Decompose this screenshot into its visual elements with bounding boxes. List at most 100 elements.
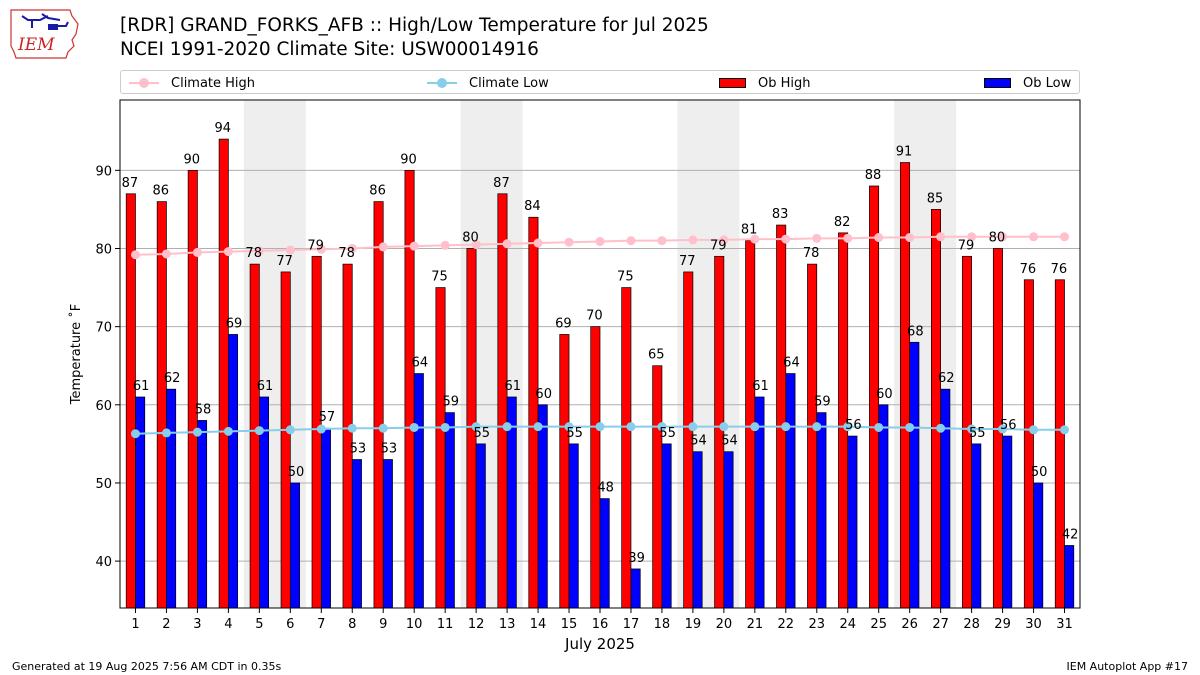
x-tick-label: 19: [685, 617, 702, 632]
climate-low-point: [657, 422, 667, 432]
climate-low-point: [502, 422, 512, 432]
x-tick-label: 4: [224, 617, 232, 632]
ob-high-value-label: 78: [338, 246, 355, 261]
x-tick-label: 28: [963, 617, 980, 632]
ob-high-value-label: 78: [803, 246, 820, 261]
climate-high-point: [471, 240, 481, 250]
ob-high-bar: [590, 326, 601, 609]
climate-high-point: [626, 236, 636, 246]
ob-high-bar: [404, 169, 415, 609]
climate-low-point: [998, 424, 1008, 434]
ob-low-value-label: 55: [566, 426, 583, 441]
legend-item-climate-low: Climate Low: [427, 74, 549, 92]
ob-low-value-label: 64: [783, 356, 800, 371]
climate-low-point: [936, 423, 946, 433]
ob-low-bar: [661, 443, 672, 609]
x-tick-label: 23: [809, 617, 826, 632]
ob-high-bar: [776, 224, 787, 609]
climate-high-point: [781, 234, 791, 244]
ob-low-bar: [537, 404, 548, 609]
ob-high-bar: [280, 271, 291, 609]
climate-high-point: [285, 245, 295, 255]
ob-low-value-label: 53: [381, 442, 398, 457]
x-tick-label: 9: [379, 617, 387, 632]
climate-low-point: [471, 422, 481, 432]
ob-low-bar: [816, 412, 827, 609]
climate-high-point: [316, 244, 326, 254]
climate-low-point: [130, 429, 140, 439]
ob-high-value-label: 81: [741, 223, 758, 238]
ob-low-bar: [692, 451, 703, 609]
ob-low-value-label: 55: [659, 426, 676, 441]
climate-high-point: [936, 232, 946, 242]
x-tick-label: 8: [348, 617, 356, 632]
climate-low-point: [1060, 425, 1070, 435]
legend-item-climate-high: Climate High: [129, 74, 255, 92]
ob-high-bar: [1054, 279, 1065, 609]
climate-low-point: [843, 422, 853, 432]
climate-low-point: [161, 428, 171, 438]
climate-high-point: [843, 233, 853, 243]
climate-low-point: [409, 422, 419, 432]
ob-high-value-label: 84: [524, 199, 541, 214]
ob-low-bar: [228, 334, 239, 609]
climate-high-point: [1029, 232, 1039, 242]
climate-high-point: [719, 235, 729, 245]
y-tick-label: 80: [95, 242, 112, 257]
ob-high-value-label: 87: [493, 176, 510, 191]
ob-low-bar: [320, 427, 331, 609]
x-tick-label: 12: [468, 617, 485, 632]
climate-high-point: [967, 232, 977, 242]
ob-high-value-label: 83: [772, 207, 789, 222]
ob-low-value-label: 64: [412, 356, 429, 371]
climate-low-point: [595, 422, 605, 432]
climate-high-point: [254, 246, 264, 256]
ob-high-bar: [156, 201, 167, 609]
ob-high-bar: [218, 138, 229, 609]
ob-high-value-label: 80: [989, 230, 1006, 245]
y-tick-label: 40: [95, 555, 112, 570]
climate-high-point: [440, 240, 450, 250]
x-tick-label: 18: [654, 617, 671, 632]
ob-high-bar: [342, 263, 353, 609]
climate-high-point: [223, 247, 233, 257]
ob-low-bar: [382, 459, 393, 609]
x-tick-label: 5: [255, 617, 263, 632]
climate-high-point: [874, 233, 884, 243]
ob-high-value-label: 90: [184, 152, 201, 167]
climate-low-point: [781, 422, 791, 432]
ob-high-bar: [435, 287, 446, 609]
x-tick-label: 16: [592, 617, 609, 632]
x-tick-label: 17: [623, 617, 640, 632]
ob-high-value-label: 79: [307, 238, 324, 253]
x-tick-label: 1: [131, 617, 139, 632]
iem-logo: IEM: [10, 9, 79, 59]
x-tick-label: 24: [839, 617, 856, 632]
ob-low-bar: [166, 388, 177, 609]
ob-low-value-label: 61: [752, 379, 769, 394]
climate-low-swatch-icon: [427, 74, 457, 92]
ob-low-value-label: 60: [876, 387, 893, 402]
ob-low-value-label: 48: [597, 481, 614, 496]
ob-low-bar: [475, 443, 486, 609]
weekend-shade-band: [677, 100, 740, 608]
ob-low-value-label: 39: [628, 551, 645, 566]
x-tick-label: 3: [193, 617, 201, 632]
ob-low-value-label: 62: [164, 371, 181, 386]
ob-high-value-label: 86: [153, 184, 170, 199]
ob-low-value-label: 62: [938, 371, 955, 386]
climate-low-point: [812, 422, 822, 432]
ob-low-value-label: 50: [1031, 465, 1048, 480]
ob-high-bar: [559, 334, 570, 609]
ob-high-value-label: 82: [834, 215, 851, 230]
ob-low-bar: [1033, 482, 1044, 609]
ob-high-value-label: 77: [679, 254, 696, 269]
weekend-shade-band: [894, 100, 957, 608]
ob-low-bar: [444, 412, 455, 609]
ob-low-bar: [909, 341, 920, 609]
ob-high-bar: [745, 240, 756, 609]
ob-low-bar: [723, 451, 734, 609]
climate-high-swatch-icon: [129, 74, 159, 92]
ob-low-bar: [506, 396, 517, 609]
ob-low-bar: [1064, 545, 1075, 609]
